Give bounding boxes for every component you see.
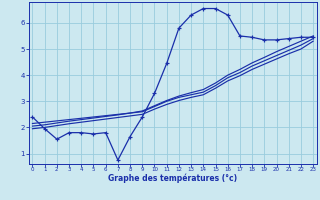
X-axis label: Graphe des températures (°c): Graphe des températures (°c) [108,174,237,183]
